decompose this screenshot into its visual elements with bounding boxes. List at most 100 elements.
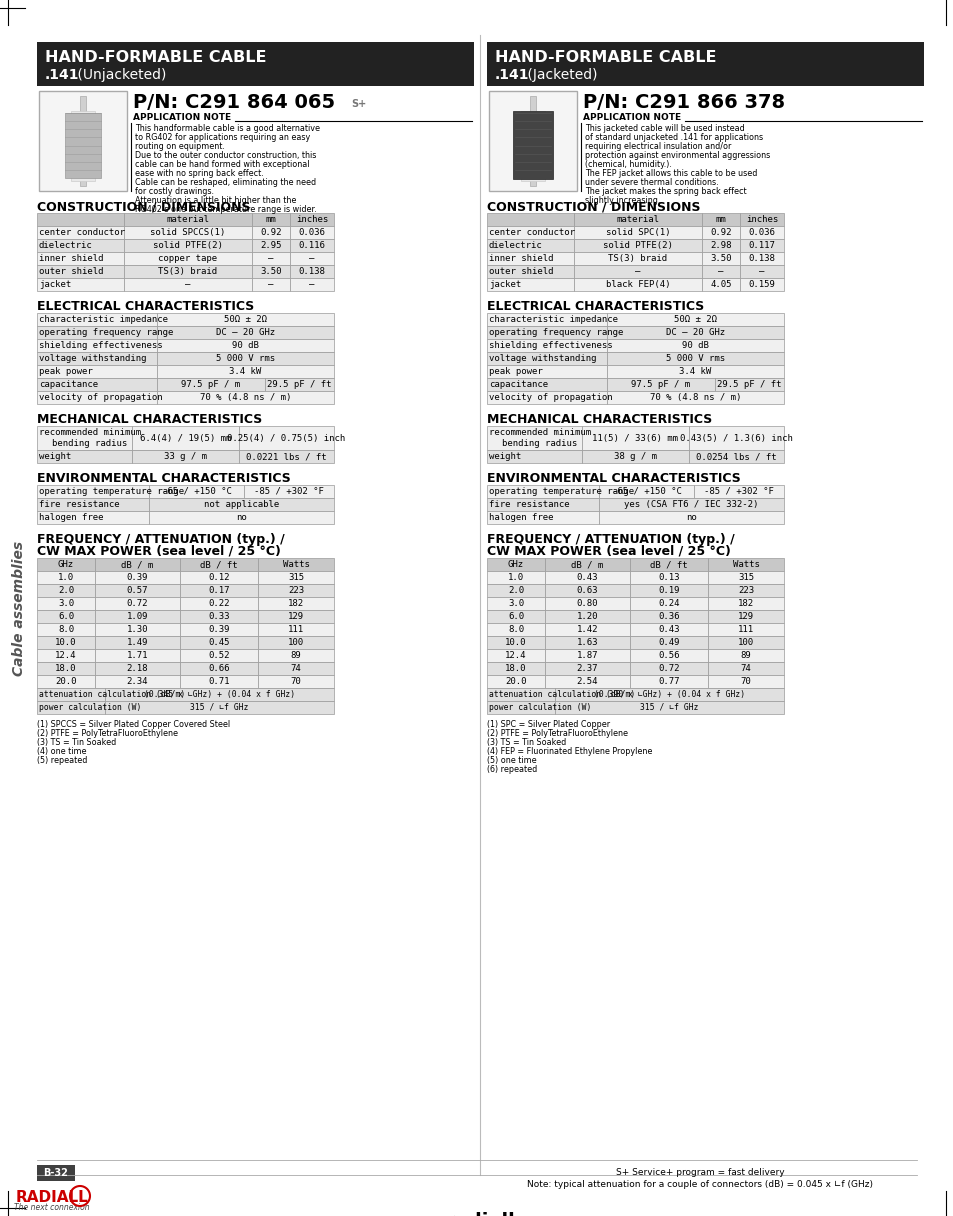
Bar — [486, 623, 544, 636]
Text: 90 dB: 90 dB — [232, 340, 258, 350]
Bar — [486, 252, 574, 265]
Text: dielectric: dielectric — [39, 241, 92, 250]
Text: 70: 70 — [291, 677, 301, 686]
Bar — [132, 426, 239, 450]
Text: solid SPC(1): solid SPC(1) — [605, 229, 670, 237]
Bar — [629, 572, 707, 584]
Bar — [574, 278, 701, 291]
Bar — [688, 450, 783, 463]
Text: -65 / +150 °C: -65 / +150 °C — [611, 486, 680, 496]
Text: 18.0: 18.0 — [55, 664, 76, 672]
Bar — [180, 558, 257, 572]
Text: weight: weight — [489, 452, 520, 461]
Text: no: no — [236, 513, 247, 522]
Text: cable can be hand formed with exceptional: cable can be hand formed with exceptiona… — [135, 161, 309, 169]
Text: 33 g / m: 33 g / m — [164, 452, 207, 461]
Text: DC – 20 GHz: DC – 20 GHz — [665, 328, 724, 337]
Text: 50Ω ± 2Ω: 50Ω ± 2Ω — [224, 315, 267, 323]
Text: 0.36: 0.36 — [658, 612, 679, 621]
Text: 0.39: 0.39 — [208, 625, 230, 634]
Text: 10.0: 10.0 — [55, 638, 76, 647]
Text: The FEP jacket allows this cable to be used: The FEP jacket allows this cable to be u… — [584, 169, 757, 178]
Text: dielectric: dielectric — [489, 241, 542, 250]
Text: inches: inches — [295, 215, 328, 224]
Bar — [257, 662, 334, 675]
Text: 4.05: 4.05 — [709, 280, 731, 289]
Bar — [629, 597, 707, 610]
Text: inches: inches — [745, 215, 778, 224]
Bar — [707, 597, 783, 610]
Bar — [544, 572, 629, 584]
Text: 8.0: 8.0 — [507, 625, 523, 634]
Bar — [252, 226, 290, 240]
Bar — [701, 265, 740, 278]
Bar — [95, 636, 180, 649]
Bar — [290, 226, 334, 240]
Text: 0.0221 lbs / ft: 0.0221 lbs / ft — [246, 452, 327, 461]
Bar — [37, 700, 105, 714]
Bar — [37, 226, 124, 240]
Text: 74: 74 — [740, 664, 751, 672]
Text: (1) SPC = Silver Plated Copper: (1) SPC = Silver Plated Copper — [486, 720, 610, 730]
Text: dB / m: dB / m — [121, 561, 153, 569]
Bar — [489, 91, 577, 191]
Text: power calculation (W): power calculation (W) — [39, 703, 141, 713]
Text: –: – — [309, 280, 314, 289]
Bar — [486, 511, 598, 524]
Text: 0.22: 0.22 — [208, 599, 230, 608]
Text: solid PTFE(2): solid PTFE(2) — [152, 241, 223, 250]
Bar — [244, 485, 334, 499]
Bar — [290, 265, 334, 278]
Bar — [486, 649, 544, 662]
Text: 0.19: 0.19 — [658, 586, 679, 595]
Text: 111: 111 — [288, 625, 304, 634]
Text: 315: 315 — [738, 573, 753, 582]
Bar — [257, 610, 334, 623]
Text: voltage withstanding: voltage withstanding — [39, 354, 147, 364]
Text: –: – — [635, 268, 640, 276]
Bar — [707, 662, 783, 675]
Text: 0.12: 0.12 — [208, 573, 230, 582]
Bar — [239, 426, 334, 450]
Bar — [252, 213, 290, 226]
Bar — [574, 252, 701, 265]
Text: 0.45: 0.45 — [208, 638, 230, 647]
Bar — [581, 426, 688, 450]
Bar — [37, 558, 95, 572]
Bar — [257, 649, 334, 662]
Bar — [37, 1165, 75, 1181]
Bar — [180, 662, 257, 675]
Bar — [37, 43, 474, 86]
Text: S+ Service+ program = fast delivery: S+ Service+ program = fast delivery — [615, 1169, 783, 1177]
Bar — [707, 610, 783, 623]
Bar — [180, 572, 257, 584]
Text: 6.0: 6.0 — [507, 612, 523, 621]
Text: solid PTFE(2): solid PTFE(2) — [602, 241, 672, 250]
Bar — [37, 636, 95, 649]
Bar — [486, 265, 574, 278]
Text: (3) TS = Tin Soaked: (3) TS = Tin Soaked — [37, 738, 116, 747]
Bar — [486, 278, 574, 291]
Bar — [80, 96, 86, 186]
Bar — [157, 326, 334, 339]
Text: 1.87: 1.87 — [577, 651, 598, 660]
Text: 89: 89 — [291, 651, 301, 660]
Bar — [37, 265, 124, 278]
Bar — [701, 240, 740, 252]
Text: velocity of propagation: velocity of propagation — [39, 393, 162, 402]
Bar — [486, 339, 606, 351]
Bar — [486, 213, 574, 226]
Text: (Jacketed): (Jacketed) — [522, 68, 597, 81]
Bar — [180, 636, 257, 649]
Bar — [574, 226, 701, 240]
Text: S+: S+ — [351, 98, 366, 109]
Text: 315 / ∟f GHz: 315 / ∟f GHz — [190, 703, 249, 713]
Bar — [95, 597, 180, 610]
Bar — [740, 252, 783, 265]
Bar — [95, 662, 180, 675]
Bar — [486, 688, 555, 700]
Text: for costly drawings.: for costly drawings. — [135, 187, 213, 196]
Text: 0.80: 0.80 — [577, 599, 598, 608]
Bar — [180, 610, 257, 623]
Bar — [124, 252, 252, 265]
